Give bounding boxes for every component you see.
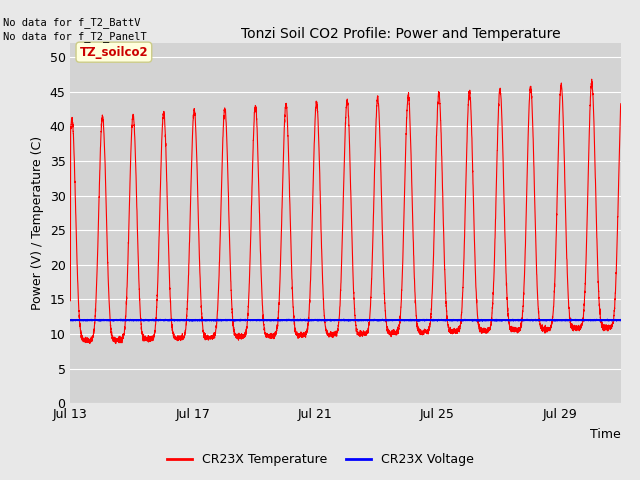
Y-axis label: Power (V) / Temperature (C): Power (V) / Temperature (C) <box>31 136 44 310</box>
Text: Time: Time <box>590 428 621 442</box>
Text: TZ_soilco2: TZ_soilco2 <box>79 46 148 59</box>
Legend: CR23X Temperature, CR23X Voltage: CR23X Temperature, CR23X Voltage <box>161 448 479 471</box>
Text: No data for f_T2_PanelT: No data for f_T2_PanelT <box>3 31 147 42</box>
Text: No data for f_T2_BattV: No data for f_T2_BattV <box>3 17 141 28</box>
Title: Tonzi Soil CO2 Profile: Power and Temperature: Tonzi Soil CO2 Profile: Power and Temper… <box>241 27 561 41</box>
